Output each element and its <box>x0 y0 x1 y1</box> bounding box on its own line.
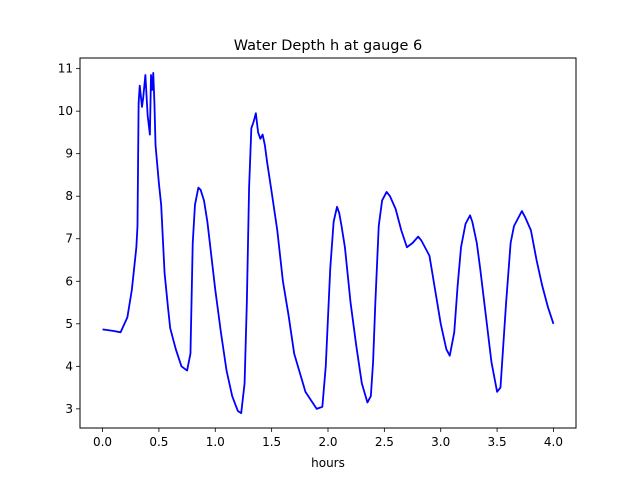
x-axis-ticks: 0.0 0.5 1.0 1.5 2.0 2.5 3.0 3.5 4.0 <box>93 428 563 449</box>
y-tick-label: 11 <box>58 62 73 76</box>
x-tick-label: 3.0 <box>431 435 450 449</box>
y-tick-label: 4 <box>65 359 73 373</box>
x-tick-label: 1.0 <box>206 435 225 449</box>
series-layer <box>102 71 555 415</box>
x-axis-label: hours <box>311 456 345 470</box>
x-tick-label: 0.5 <box>149 435 168 449</box>
y-tick-label: 9 <box>65 147 73 161</box>
y-tick-label: 8 <box>65 189 73 203</box>
y-axis-ticks: 3 4 5 6 7 8 9 10 11 <box>58 62 80 416</box>
x-tick-label: 2.5 <box>375 435 394 449</box>
y-tick-label: 5 <box>65 317 73 331</box>
x-tick-label: 0.0 <box>93 435 112 449</box>
y-tick-label: 7 <box>65 232 73 246</box>
y-tick-label: 10 <box>58 104 73 118</box>
x-tick-label: 4.0 <box>544 435 563 449</box>
x-tick-label: 2.0 <box>318 435 337 449</box>
chart-title: Water Depth h at gauge 6 <box>234 38 422 54</box>
plot-frame <box>79 57 577 429</box>
series-line-0 <box>102 71 555 415</box>
y-tick-label: 6 <box>65 274 73 288</box>
x-tick-label: 1.5 <box>262 435 281 449</box>
x-tick-label: 3.5 <box>488 435 507 449</box>
y-tick-label: 3 <box>65 402 73 416</box>
